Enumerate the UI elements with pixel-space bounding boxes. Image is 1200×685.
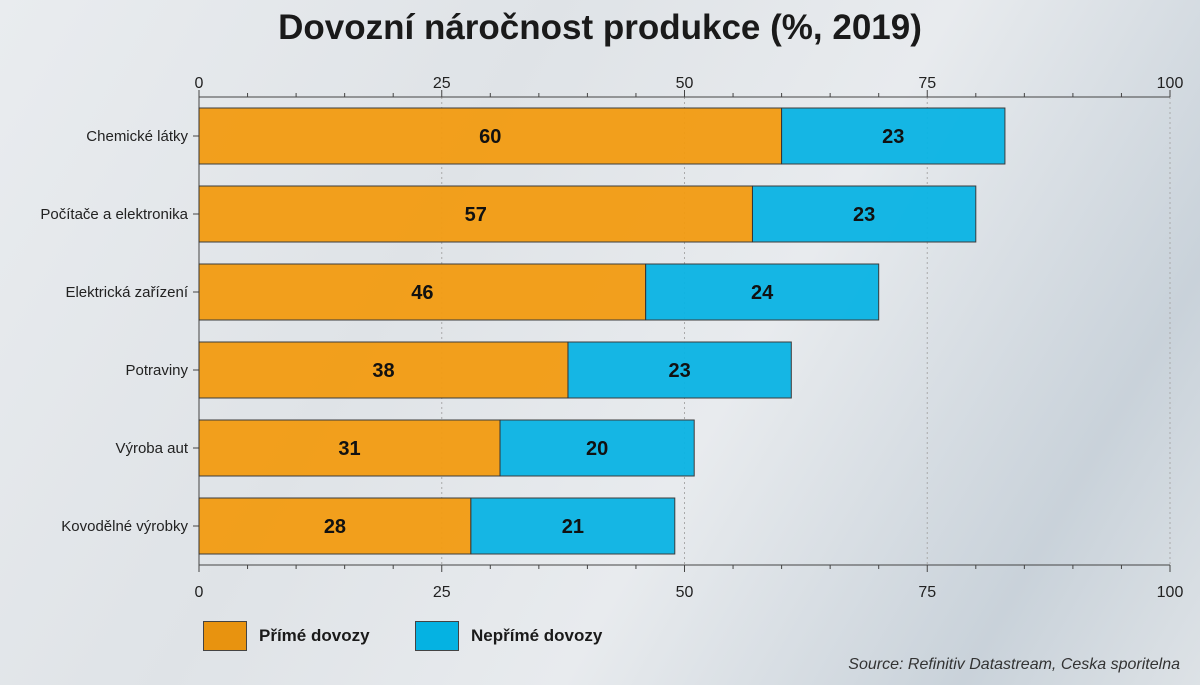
data-label: 31 (338, 438, 360, 460)
x-tick-label-top: 75 (918, 75, 936, 92)
x-tick-label-bottom: 50 (676, 584, 694, 601)
data-label: 23 (882, 126, 904, 148)
data-label: 21 (562, 516, 584, 538)
bar-direct (198, 263, 647, 321)
bar-direct (198, 341, 569, 399)
bar-indirect (567, 341, 792, 399)
legend-swatch-indirect (415, 621, 459, 651)
x-tick-label-top: 25 (433, 75, 451, 92)
x-tick-label-bottom: 100 (1157, 584, 1184, 601)
x-tick-label-top: 100 (1157, 75, 1184, 92)
legend-item-direct: Přímé dovozy (203, 621, 370, 651)
bar-indirect (499, 419, 695, 477)
data-label: 24 (751, 282, 774, 304)
legend-label-indirect: Nepřímé dovozy (471, 626, 603, 645)
data-label: 38 (372, 360, 394, 382)
x-tick-label-bottom: 0 (195, 584, 204, 601)
bar-direct (198, 107, 783, 165)
source-note: Source: Refinitiv Datastream, Ceska spor… (848, 656, 1180, 673)
data-label: 23 (669, 360, 691, 382)
bar-direct (198, 185, 753, 243)
data-label: 28 (324, 516, 346, 538)
bar-indirect (470, 497, 676, 555)
category-label: Elektrická zařízení (65, 284, 188, 301)
legend-swatch-direct (203, 621, 247, 651)
bar-direct (198, 497, 472, 555)
category-label: Výroba aut (115, 440, 188, 457)
chart-title: Dovozní náročnost produkce (%, 2019) (278, 8, 922, 47)
category-label: Počítače a elektronika (40, 206, 188, 223)
x-tick-label-bottom: 75 (918, 584, 936, 601)
category-label: Potraviny (125, 362, 188, 379)
bar-indirect (751, 185, 977, 243)
data-label: 57 (465, 204, 487, 226)
data-label: 60 (479, 126, 501, 148)
data-label: 46 (411, 282, 433, 304)
x-tick-label-bottom: 25 (433, 584, 451, 601)
x-tick-label-top: 50 (676, 75, 694, 92)
category-label: Chemické látky (86, 128, 188, 145)
data-label: 20 (586, 438, 608, 460)
data-label: 23 (853, 204, 875, 226)
bar-indirect (645, 263, 880, 321)
bar-indirect (781, 107, 1006, 165)
category-label: Kovodělné výrobky (61, 518, 188, 535)
legend-label-direct: Přímé dovozy (259, 626, 370, 645)
x-tick-label-top: 0 (195, 75, 204, 92)
legend-item-indirect: Nepřímé dovozy (415, 621, 602, 651)
bar-direct (198, 419, 501, 477)
